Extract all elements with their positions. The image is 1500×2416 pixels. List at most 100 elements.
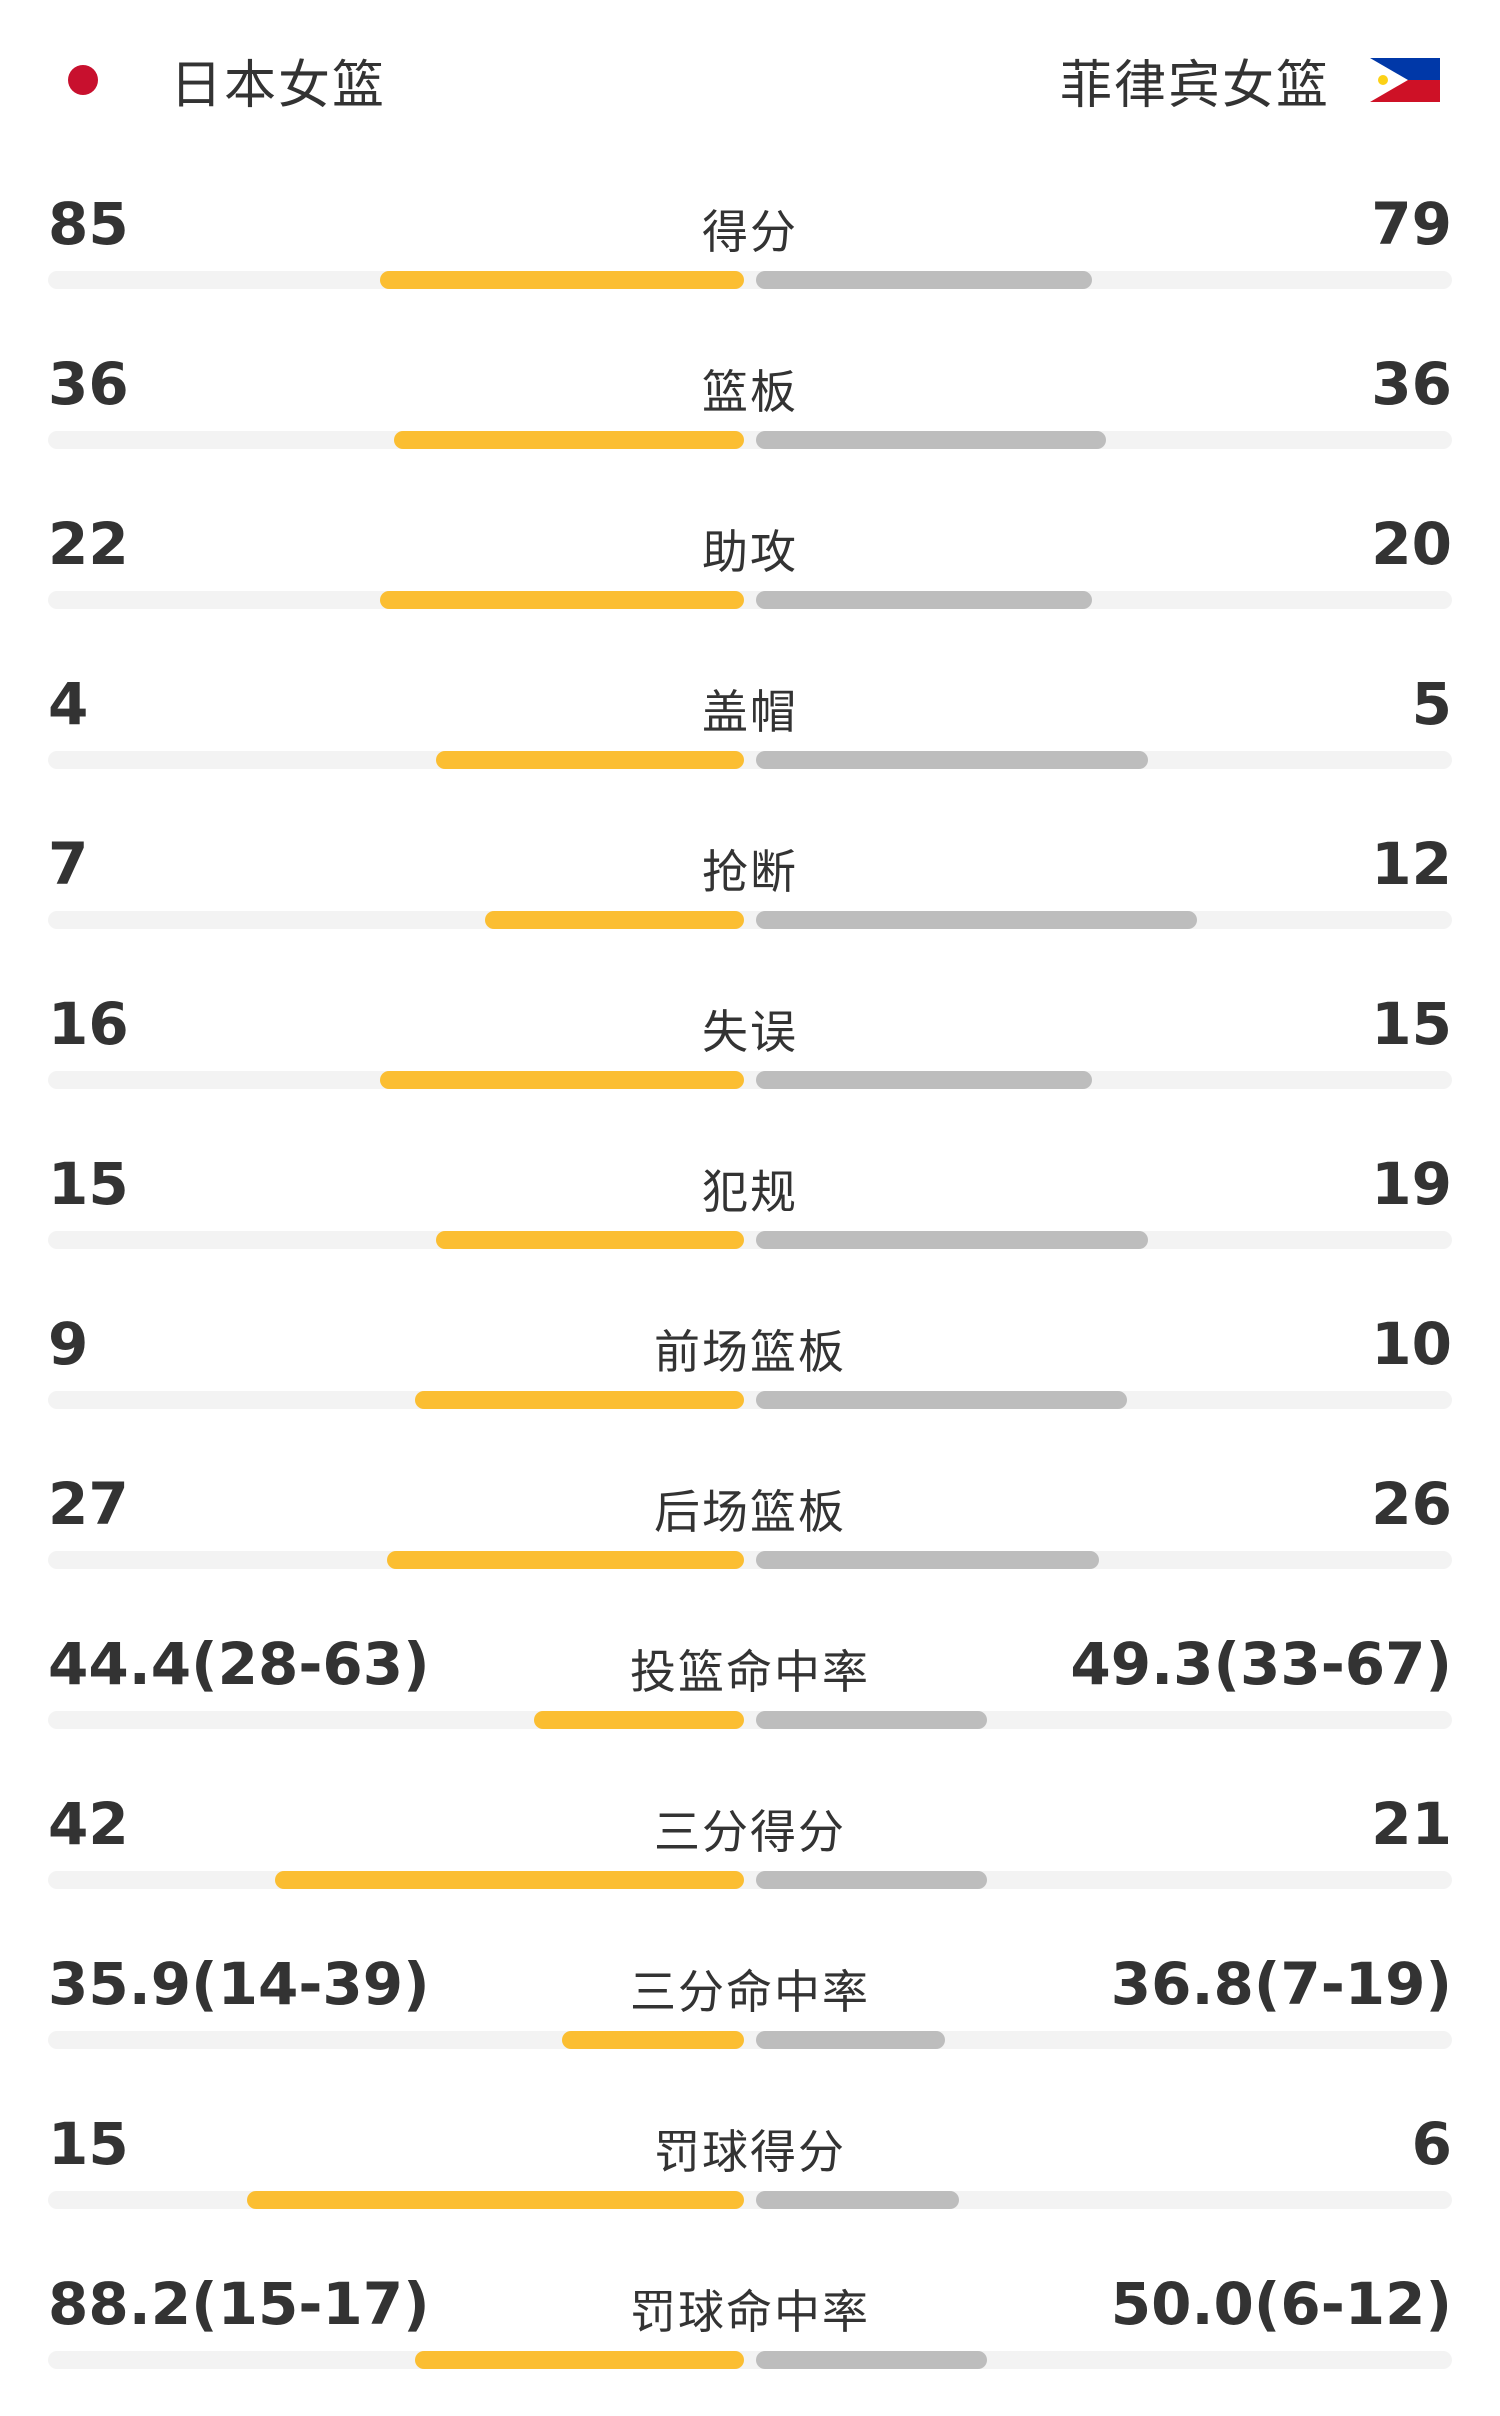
home-stat-value: 7 [48,830,89,898]
stat-row: 85 得分 79 [0,176,1500,336]
stat-label: 罚球得分 [654,2125,846,2179]
away-stat-value: 49.3(33-67) [1070,1630,1452,1698]
home-stat-value: 27 [48,1470,129,1538]
home-stat-bar [380,271,744,289]
stat-row: 7 抢断 12 [0,816,1500,976]
stat-label: 三分命中率 [630,1965,870,2019]
stat-label: 罚球命中率 [630,2285,870,2339]
stats-list: 85 得分 79 36 篮板 36 22 助攻 20 4 盖帽 5 7 抢断 12 16 失误 15 15 犯规 19 9… [0,176,1500,2416]
stat-label: 投篮命中率 [630,1645,870,1699]
stat-row: 44.4(28-63) 投篮命中率 49.3(33-67) [0,1616,1500,1776]
stat-bar-track [48,271,1452,289]
stat-bar-track [48,1391,1452,1409]
home-stat-value: 15 [48,1150,129,1218]
away-stat-value: 26 [1371,1470,1452,1538]
stat-bar-track [48,751,1452,769]
stat-row: 36 篮板 36 [0,336,1500,496]
away-stat-bar [756,591,1092,609]
away-stat-value: 36 [1371,350,1452,418]
team-header: 日本女篮 菲律宾女篮 [0,0,1500,160]
home-stat-value: 42 [48,1790,129,1858]
away-stat-bar [756,2191,959,2209]
stat-row: 42 三分得分 21 [0,1776,1500,1936]
away-stat-bar [756,751,1148,769]
away-stat-value: 50.0(6-12) [1110,2270,1452,2338]
stat-row: 16 失误 15 [0,976,1500,1136]
stat-label: 后场篮板 [654,1485,846,1539]
home-stat-value: 15 [48,2110,129,2178]
away-stat-bar [756,431,1106,449]
stat-label: 失误 [702,1005,798,1059]
philippines-flag-icon [1370,58,1440,102]
stat-label: 助攻 [702,525,798,579]
home-stat-bar [436,751,744,769]
stat-bar-track [48,591,1452,609]
home-stat-value: 36 [48,350,129,418]
stat-row: 9 前场篮板 10 [0,1296,1500,1456]
away-stat-bar [756,1551,1099,1569]
home-stat-value: 4 [48,670,89,738]
home-stat-bar [387,1551,744,1569]
home-stat-bar [380,591,744,609]
away-stat-bar [756,911,1197,929]
away-stat-value: 10 [1371,1310,1452,1378]
stat-label: 前场篮板 [654,1325,846,1379]
away-stat-value: 21 [1371,1790,1452,1858]
home-stat-bar [485,911,744,929]
away-stat-value: 20 [1371,510,1452,578]
away-stat-value: 5 [1411,670,1452,738]
away-stat-value: 36.8(7-19) [1110,1950,1452,2018]
home-stat-value: 22 [48,510,129,578]
home-stat-bar [562,2031,744,2049]
home-stat-bar [415,1391,744,1409]
stat-bar-track [48,1711,1452,1729]
stat-bar-track [48,1551,1452,1569]
stat-label: 抢断 [702,845,798,899]
away-stat-bar [756,1711,987,1729]
home-stat-value: 35.9(14-39) [48,1950,430,2018]
home-stat-bar [394,431,744,449]
stat-bar-track [48,2031,1452,2049]
stat-row: 22 助攻 20 [0,496,1500,656]
home-stat-bar [247,2191,744,2209]
stat-label: 得分 [702,205,798,259]
away-stat-bar [756,1391,1127,1409]
stat-label: 篮板 [702,365,798,419]
home-team[interactable]: 日本女篮 [60,40,386,120]
home-stat-bar [436,1231,744,1249]
stat-bar-track [48,1231,1452,1249]
home-stat-bar [415,2351,744,2369]
stat-bar-track [48,1871,1452,1889]
stat-label: 三分得分 [654,1805,846,1859]
away-stat-value: 79 [1371,190,1452,258]
away-team-name: 菲律宾女篮 [1059,55,1330,116]
stat-row: 15 罚球得分 6 [0,2096,1500,2256]
stat-row: 4 盖帽 5 [0,656,1500,816]
stat-row: 15 犯规 19 [0,1136,1500,1296]
stat-label: 犯规 [702,1165,798,1219]
home-stat-bar [275,1871,744,1889]
away-stat-bar [756,1871,987,1889]
home-stat-bar [534,1711,744,1729]
home-stat-value: 85 [48,190,129,258]
japan-flag-icon [68,65,98,95]
away-stat-bar [756,271,1092,289]
away-stat-value: 15 [1371,990,1452,1058]
home-stat-value: 16 [48,990,129,1058]
away-stat-bar [756,1071,1092,1089]
away-team[interactable]: 菲律宾女篮 [1060,40,1440,120]
stat-bar-track [48,2351,1452,2369]
stat-bar-track [48,1071,1452,1089]
home-team-name: 日本女篮 [170,55,387,116]
home-stat-value: 9 [48,1310,89,1378]
away-stat-value: 19 [1371,1150,1452,1218]
away-stat-value: 12 [1371,830,1452,898]
away-stat-bar [756,2351,987,2369]
home-stat-value: 88.2(15-17) [48,2270,430,2338]
home-stat-bar [380,1071,744,1089]
away-stat-bar [756,1231,1148,1249]
home-stat-value: 44.4(28-63) [48,1630,430,1698]
stat-row: 88.2(15-17) 罚球命中率 50.0(6-12) [0,2256,1500,2416]
away-stat-bar [756,2031,945,2049]
stat-bar-track [48,911,1452,929]
